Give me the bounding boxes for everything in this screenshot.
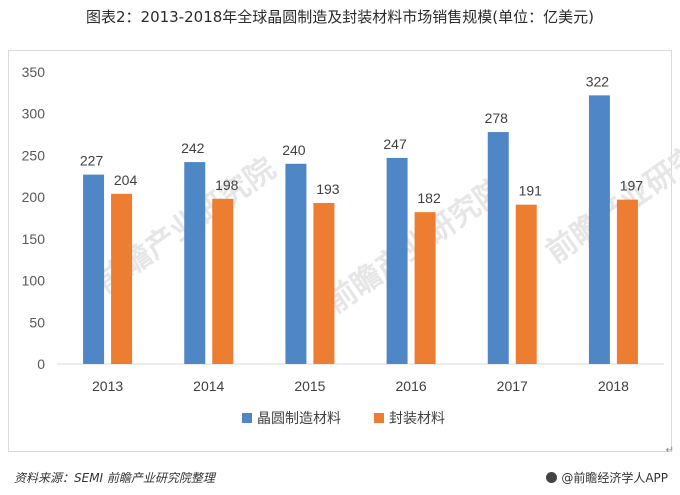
bar-packaging [515, 204, 537, 364]
y-tick-label: 350 [22, 64, 46, 80]
chart-frame: 前瞻产业研究院 前瞻产业研究院 前瞻产业研究院 0501001502002503… [8, 50, 680, 452]
data-label: 198 [215, 177, 239, 193]
y-tick-label: 150 [22, 231, 46, 247]
x-tick-label: 2018 [598, 378, 629, 394]
bar-packaging [111, 193, 133, 364]
data-label: 247 [383, 136, 407, 152]
source-note: 资料来源：SEMI 前瞻产业研究院整理 [14, 471, 215, 485]
bar-wafer [386, 157, 408, 364]
x-tick-label: 2014 [193, 378, 224, 394]
legend-swatch [242, 413, 252, 423]
data-label: 204 [114, 172, 138, 188]
data-label: 197 [620, 178, 644, 194]
legend-swatch [374, 413, 384, 423]
data-label: 278 [485, 110, 509, 126]
bar-packaging [313, 202, 335, 364]
brand-logo-icon [546, 472, 558, 483]
brand-text: @前瞻经济学人APP [561, 471, 668, 485]
bar-wafer [285, 163, 307, 364]
y-tick-label: 100 [22, 273, 46, 289]
bar-chart: 0 50 100 150 200 250 300 350 227 204 2013 242 198 201… [22, 64, 664, 427]
y-tick-label: 250 [22, 147, 46, 163]
bar-wafer [487, 132, 509, 364]
y-tick-label: 50 [29, 314, 45, 330]
data-label: 191 [519, 183, 543, 199]
data-label: 193 [316, 181, 340, 197]
bar-packaging [212, 198, 234, 364]
bar-packaging [414, 212, 436, 364]
data-label: 322 [586, 73, 610, 89]
y-tick-label: 0 [37, 356, 45, 372]
legend-label: 封装材料 [389, 411, 445, 427]
chart-title: 图表2：2013-2018年全球晶圆制造及封装材料市场销售规模(单位：亿美元) [85, 8, 594, 26]
bar-wafer [83, 174, 105, 364]
data-label: 240 [282, 142, 306, 158]
legend-label: 晶圆制造材料 [257, 411, 341, 427]
brand-label: @前瞻经济学人APP [546, 469, 668, 486]
bar-wafer [588, 95, 610, 365]
data-label: 227 [80, 153, 104, 169]
y-tick-label: 200 [22, 189, 46, 205]
x-tick-label: 2016 [396, 378, 427, 394]
x-tick-label: 2015 [294, 378, 325, 394]
bar-packaging [616, 199, 638, 364]
x-tick-label: 2017 [497, 378, 528, 394]
return-marker: ↵ [665, 445, 674, 456]
data-label: 242 [181, 140, 205, 156]
x-tick-label: 2013 [92, 378, 123, 394]
y-tick-label: 300 [22, 106, 46, 122]
data-label: 182 [417, 190, 441, 206]
bar-wafer [184, 162, 206, 364]
